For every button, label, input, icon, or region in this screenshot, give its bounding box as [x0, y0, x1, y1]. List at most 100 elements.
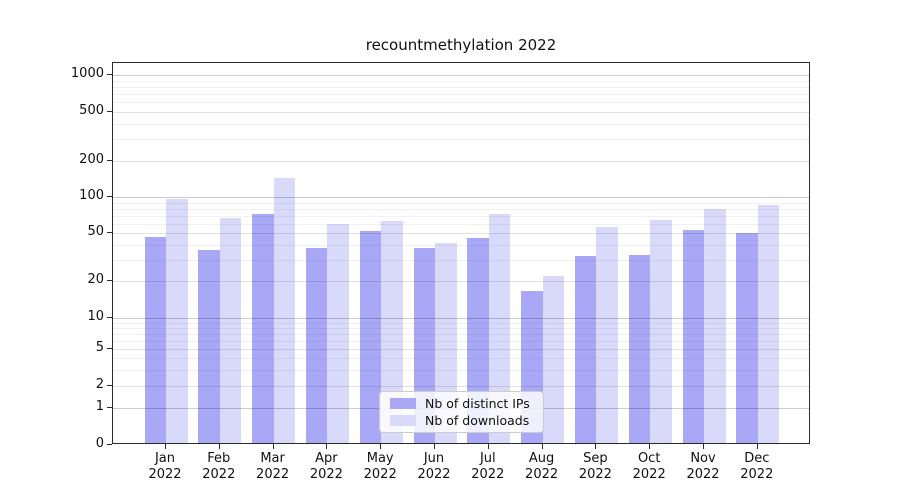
bar-distinct-ips-feb: [198, 249, 220, 443]
minor-gridline-70: [113, 215, 809, 217]
ytick-mark-0: [107, 444, 112, 445]
ytick-mark-5: [107, 348, 112, 350]
bar-distinct-ips-may: [359, 231, 382, 443]
legend-swatch-downloads: [390, 415, 416, 426]
bar-downloads-jan: [166, 198, 188, 443]
xtick-mark-apr: [326, 444, 328, 449]
gridline-50: [113, 233, 809, 235]
ytick-mark-200: [107, 160, 112, 161]
bar-downloads-oct: [650, 220, 672, 443]
xtick-mark-jan: [165, 444, 166, 449]
ytick-label-5: 5: [95, 340, 104, 356]
minor-gridline-8: [113, 327, 809, 329]
bar-downloads-apr: [327, 224, 349, 443]
ytick-mark-50: [107, 232, 112, 234]
bar-downloads-dec: [757, 204, 780, 443]
bar-downloads-mar: [273, 177, 296, 443]
xtick-label-mar: Mar 2022: [256, 451, 290, 482]
bar-distinct-ips-oct: [628, 254, 651, 443]
xtick-mark-nov: [703, 444, 704, 449]
minor-gridline-600: [113, 102, 809, 104]
xtick-label-may: May 2022: [363, 451, 397, 482]
gridline-5: [113, 349, 809, 351]
xtick-label-apr: Apr 2022: [309, 451, 343, 482]
ytick-mark-10: [107, 316, 112, 318]
ytick-label-1: 1: [95, 399, 104, 415]
bar-downloads-sep: [596, 227, 618, 443]
bar-downloads-aug: [542, 276, 565, 443]
legend: Nb of distinct IPs Nb of downloads: [379, 391, 544, 433]
legend-row-distinct-ips: Nb of distinct IPs: [380, 395, 543, 411]
xtick-label-nov: Nov 2022: [686, 451, 720, 482]
ytick-mark-500: [107, 111, 112, 112]
xtick-label-sep: Sep 2022: [578, 451, 612, 482]
gridline-20: [113, 281, 809, 282]
gridline-10: [113, 317, 809, 319]
ytick-mark-1: [107, 407, 112, 409]
ytick-label-10: 10: [87, 308, 104, 324]
gridline-100: [113, 197, 809, 198]
minor-gridline-40: [113, 244, 809, 246]
minor-gridline-90: [113, 202, 809, 204]
minor-gridline-30: [113, 259, 809, 261]
bar-distinct-ips-nov: [682, 230, 704, 443]
minor-gridline-7: [113, 333, 809, 335]
bar-downloads-may: [381, 220, 403, 443]
ytick-label-50: 50: [87, 224, 104, 240]
xtick-label-aug: Aug 2022: [525, 451, 559, 482]
ytick-label-200: 200: [79, 152, 104, 167]
xtick-label-oct: Oct 2022: [632, 451, 666, 482]
bar-distinct-ips-dec: [736, 233, 758, 443]
minor-gridline-400: [113, 123, 809, 125]
ytick-label-1000: 1000: [70, 66, 104, 81]
minor-gridline-300: [113, 139, 809, 141]
xtick-mark-oct: [649, 444, 651, 449]
bar-downloads-jul: [488, 213, 511, 443]
ytick-label-0: 0: [95, 436, 104, 451]
bar-distinct-ips-jan: [144, 236, 166, 443]
minor-gridline-900: [113, 80, 809, 82]
ytick-mark-100: [107, 196, 112, 197]
xtick-label-jun: Jun 2022: [417, 451, 451, 482]
minor-gridline-3: [113, 369, 809, 371]
ytick-label-20: 20: [87, 272, 104, 287]
xtick-label-jul: Jul 2022: [471, 451, 505, 482]
xtick-label-feb: Feb 2022: [202, 451, 236, 482]
minor-gridline-6: [113, 340, 809, 342]
xtick-mark-aug: [541, 444, 543, 449]
xtick-mark-feb: [218, 444, 220, 449]
minor-gridline-9: [113, 322, 809, 324]
xtick-mark-jul: [487, 444, 489, 449]
ytick-label-100: 100: [79, 188, 104, 203]
gridline-1000: [113, 75, 809, 76]
ytick-mark-20: [107, 280, 112, 281]
ytick-label-500: 500: [79, 103, 104, 118]
bar-distinct-ips-mar: [252, 213, 274, 443]
bar-distinct-ips-sep: [574, 256, 597, 443]
xtick-mark-jun: [434, 444, 435, 449]
minor-gridline-4: [113, 358, 809, 360]
xtick-label-dec: Dec 2022: [740, 451, 774, 482]
xtick-label-jan: Jan 2022: [148, 451, 182, 482]
bar-distinct-ips-apr: [305, 248, 328, 443]
minor-gridline-700: [113, 94, 809, 96]
xtick-mark-sep: [595, 444, 597, 449]
gridline-200: [113, 161, 809, 162]
xtick-mark-dec: [756, 444, 758, 449]
gridline-500: [113, 112, 809, 113]
bar-downloads-feb: [219, 217, 242, 443]
ytick-mark-1000: [107, 74, 112, 75]
legend-swatch-distinct-ips: [390, 398, 416, 409]
ytick-label-2: 2: [95, 377, 104, 392]
legend-label-downloads: Nb of downloads: [425, 412, 530, 428]
chart-title: recountmethylation 2022: [365, 36, 557, 54]
minor-gridline-80: [113, 208, 809, 210]
legend-row-downloads: Nb of downloads: [380, 412, 543, 428]
gridline-2: [113, 386, 809, 387]
minor-gridline-800: [113, 86, 809, 88]
ytick-mark-2: [107, 385, 112, 386]
minor-gridline-60: [113, 223, 809, 225]
legend-label-distinct-ips: Nb of distinct IPs: [425, 395, 530, 411]
bar-downloads-nov: [704, 208, 726, 443]
